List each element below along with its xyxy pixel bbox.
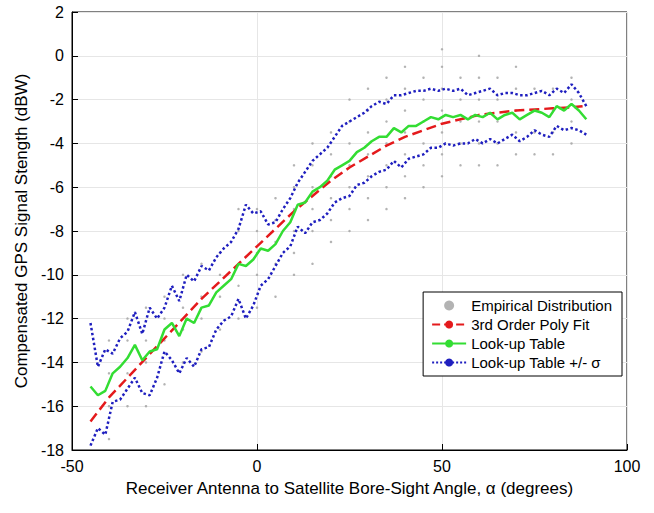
svg-text:100: 100 (614, 458, 641, 475)
svg-text:-16: -16 (41, 398, 64, 415)
svg-text:-6: -6 (50, 179, 64, 196)
svg-text:0: 0 (55, 47, 64, 64)
svg-text:-12: -12 (41, 310, 64, 327)
svg-text:Receiver Antenna to Satellite: Receiver Antenna to Satellite Bore-Sight… (126, 479, 573, 498)
svg-text:0: 0 (253, 458, 262, 475)
svg-text:-4: -4 (50, 135, 64, 152)
svg-text:2: 2 (55, 4, 64, 21)
svg-text:-10: -10 (41, 266, 64, 283)
svg-text:Empirical Distribution: Empirical Distribution (471, 297, 612, 314)
svg-text:-14: -14 (41, 354, 64, 371)
svg-text:Compensated GPS Signal Stength: Compensated GPS Signal Stength (dBW) (12, 74, 31, 389)
svg-text:-18: -18 (41, 442, 64, 459)
svg-text:-8: -8 (50, 223, 64, 240)
svg-text:-2: -2 (50, 91, 64, 108)
svg-text:3rd Order Poly Fit: 3rd Order Poly Fit (471, 316, 590, 333)
svg-text:-50: -50 (60, 458, 83, 475)
svg-text:50: 50 (433, 458, 451, 475)
svg-text:Look-up Table +/- σ: Look-up Table +/- σ (471, 354, 601, 371)
svg-text:Look-up Table: Look-up Table (471, 335, 565, 352)
